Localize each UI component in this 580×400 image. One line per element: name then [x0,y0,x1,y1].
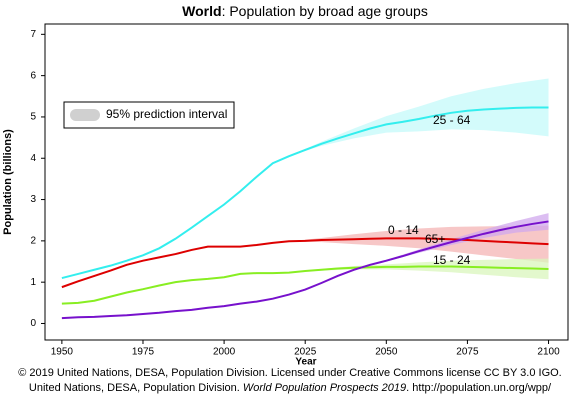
footer-part: World Population Prospects 2019 [243,382,406,394]
footer-part: . http://population.un.org/wpp/ [406,382,552,394]
x-tick-label: 1975 [132,347,155,358]
title-bold: World [182,3,221,19]
series-line [61,265,549,305]
y-axis-label: Population (billions) [2,129,14,235]
series-label: 0 - 14 [388,223,419,237]
title-rest: : Population by broad age groups [222,3,428,19]
y-tick-label: 5 [30,112,36,123]
chart-title: World: Population by broad age groups [182,3,428,19]
y-tick-label: 3 [30,194,36,205]
y-tick-label: 7 [30,29,36,40]
x-tick-label: 2000 [213,347,236,358]
footer-line: United Nations, DESA, Population Divisio… [29,382,552,394]
series-line [61,237,549,289]
plot-frame [44,23,569,341]
x-tick-label: 1950 [51,347,74,358]
y-tick-label: 6 [30,70,36,81]
series-label: 15 - 24 [433,253,471,267]
y-tick-label: 0 [30,318,36,329]
series-line [61,106,549,280]
legend-label: 95% prediction interval [106,107,227,121]
x-axis-label: Year [295,357,316,368]
x-tick-label: 2025 [294,347,317,358]
footer-part: United Nations, DESA, Population Divisio… [29,382,243,394]
y-tick-label: 1 [30,277,36,288]
x-tick-label: 2100 [537,347,560,358]
plot: 0 1 2 3 4 5 6 7 1950 1975 2000 2025 2050 2075 2100 25 -… [30,29,560,358]
y-tick-label: 2 [30,236,36,247]
series-line [61,220,549,320]
prediction-band [288,78,549,157]
x-tick-label: 2075 [456,347,479,358]
prediction-band [288,258,549,280]
x-tick-label: 2050 [375,347,398,358]
legend: 95% prediction interval [63,101,235,129]
series-label: 65+ [425,232,445,246]
y-tick-label: 4 [30,153,36,164]
legend-swatch [70,109,100,121]
series-label: 25 - 64 [433,113,471,127]
footer-line: © 2019 United Nations, DESA, Population … [18,367,562,379]
